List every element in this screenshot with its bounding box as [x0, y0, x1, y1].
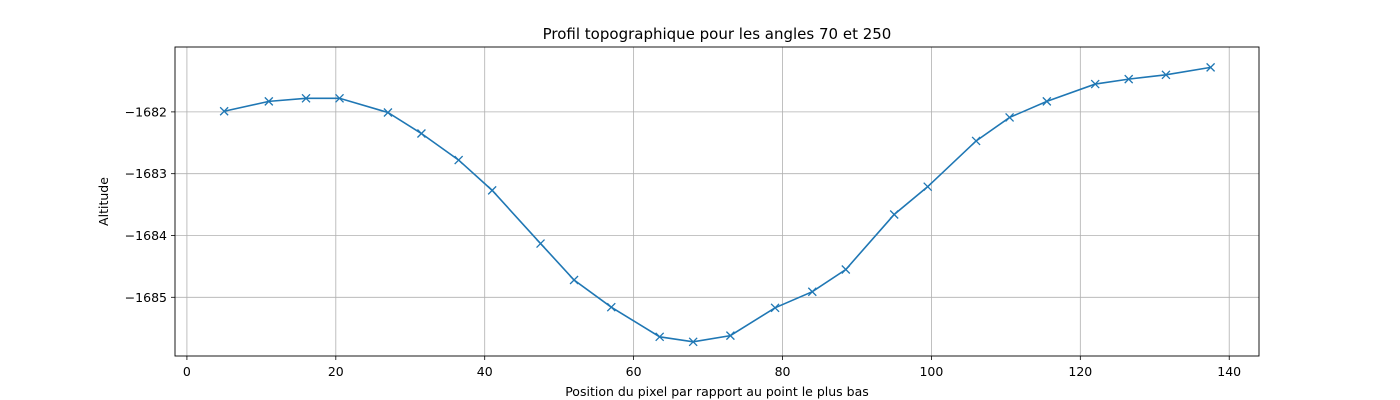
y-tick-label: −1684 [125, 228, 167, 243]
data-point [971, 136, 981, 146]
data-point [770, 303, 780, 313]
ticks: 0 20 40 60 80 100 120 140 −1682 −1683 −1684 −1685 [125, 104, 1241, 379]
data-point [1042, 96, 1052, 106]
x-tick-label: 100 [919, 364, 943, 379]
plot-frame [174, 46, 1260, 357]
data-point [335, 93, 344, 103]
data-point [1005, 112, 1015, 122]
grid [175, 47, 1259, 356]
x-tick-label: 120 [1068, 364, 1092, 379]
data-point [536, 239, 546, 248]
data-point [454, 155, 464, 165]
data-point [688, 337, 698, 347]
data-point [416, 129, 426, 138]
data-point [487, 185, 497, 195]
data-point [655, 332, 665, 342]
data-point [1206, 62, 1216, 72]
data-point [264, 96, 274, 106]
x-axis-title: Position du pixel par rapport au point l… [565, 384, 869, 399]
x-tick-label: 0 [183, 364, 191, 379]
y-tick-label: −1683 [125, 166, 167, 181]
data-point [219, 106, 229, 116]
markers [219, 62, 1216, 347]
data-point [889, 210, 899, 219]
y-tick-label: −1682 [125, 104, 167, 119]
data-point [923, 182, 933, 192]
x-tick-label: 140 [1217, 364, 1241, 379]
data-point [1124, 74, 1134, 84]
data-point [807, 287, 817, 297]
data-point [383, 108, 393, 117]
y-tick-label: −1685 [125, 290, 167, 305]
data-point [1090, 79, 1100, 89]
data-point [301, 93, 311, 103]
x-tick-label: 40 [477, 364, 493, 379]
x-tick-label: 20 [328, 364, 344, 379]
series-line [223, 66, 1211, 343]
x-tick-label: 80 [775, 364, 791, 379]
y-axis-title: Altitude [96, 177, 111, 226]
data-point [1161, 70, 1171, 80]
x-tick-label: 60 [626, 364, 642, 379]
data-point [725, 331, 735, 341]
data-point [569, 275, 579, 285]
data-point [841, 265, 851, 274]
data-point [606, 302, 616, 312]
chart-title: Profil topographique pour les angles 70 … [543, 25, 892, 43]
